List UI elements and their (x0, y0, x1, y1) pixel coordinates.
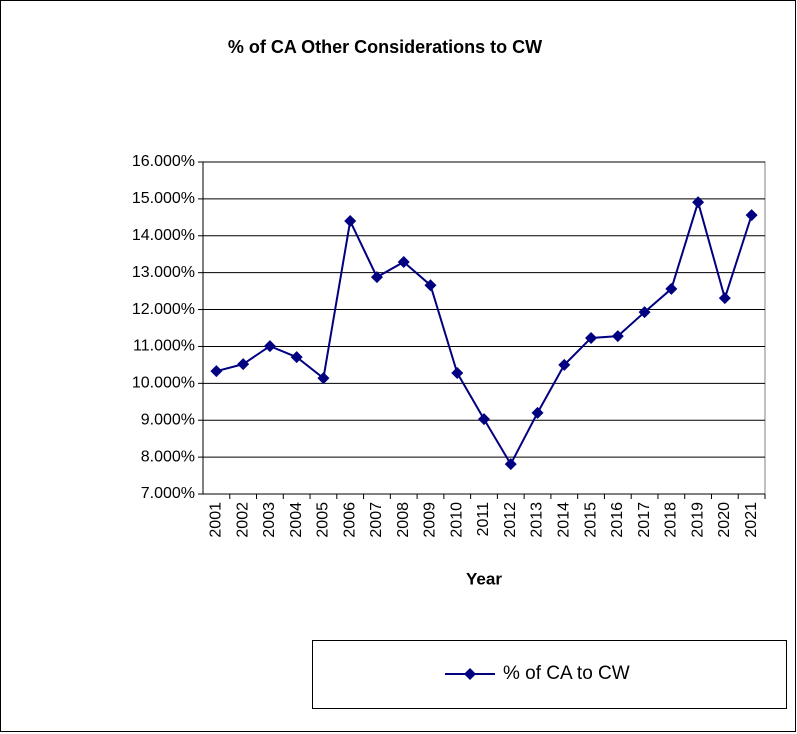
x-tick-label: 2020 (716, 502, 733, 538)
x-axis-title: Year (466, 569, 502, 588)
y-tick-label: 8.000% (141, 448, 195, 465)
x-tick-label: 2002 (234, 502, 251, 538)
data-point (290, 351, 303, 364)
data-point (692, 196, 705, 209)
data-point (478, 413, 490, 426)
data-point (611, 330, 624, 343)
data-point (237, 358, 250, 371)
chart-title: % of CA Other Considerations to CW (228, 37, 542, 57)
x-tick-label: 2009 (422, 502, 439, 538)
legend-label: % of CA to CW (503, 663, 630, 684)
x-tick-label: 2001 (208, 502, 225, 538)
x-tick-label: 2012 (502, 502, 519, 538)
y-tick-label: 7.000% (141, 485, 195, 502)
data-point (451, 367, 464, 380)
data-point (210, 365, 223, 378)
x-tick-label: 2004 (288, 502, 305, 538)
x-tick-label: 2021 (743, 502, 760, 538)
x-tick-label: 2010 (448, 502, 465, 538)
x-tick-label: 2008 (395, 502, 412, 538)
data-point (344, 215, 357, 228)
x-tick-label: 2011 (475, 502, 492, 537)
data-point (370, 271, 383, 284)
y-tick-label: 13.000% (132, 264, 195, 281)
x-tick-label: 2017 (636, 502, 653, 538)
x-tick-label: 2013 (529, 502, 546, 538)
legend-marker (464, 668, 476, 680)
y-tick-label: 15.000% (132, 190, 195, 207)
data-point (638, 306, 651, 319)
x-tick-label: 2007 (368, 502, 385, 538)
x-tick-label: 2016 (609, 502, 626, 538)
data-point (718, 292, 731, 305)
data-point (317, 372, 330, 385)
x-tick-label: 2014 (556, 502, 573, 538)
data-point (531, 406, 544, 419)
y-tick-label: 10.000% (132, 375, 195, 392)
data-point (263, 340, 276, 353)
y-tick-label: 9.000% (141, 411, 195, 428)
x-tick-label: 2006 (341, 502, 358, 538)
data-point (558, 358, 571, 371)
y-tick-label: 11.000% (133, 338, 195, 355)
x-tick-label: 2015 (582, 502, 599, 538)
legend-box (312, 640, 787, 709)
data-point (585, 331, 598, 344)
x-tick-label: 2003 (261, 502, 278, 538)
data-point (665, 282, 678, 295)
data-point (745, 209, 758, 222)
x-tick-label: 2019 (689, 502, 706, 538)
data-point (424, 279, 437, 292)
data-point (504, 458, 517, 471)
plot-area (202, 161, 766, 495)
x-tick-label: 2005 (315, 502, 332, 538)
data-point (397, 255, 410, 268)
x-tick-label: 2018 (663, 502, 680, 538)
y-tick-label: 12.000% (132, 301, 195, 318)
y-tick-label: 14.000% (132, 227, 195, 244)
y-tick-label: 16.000% (132, 153, 195, 170)
